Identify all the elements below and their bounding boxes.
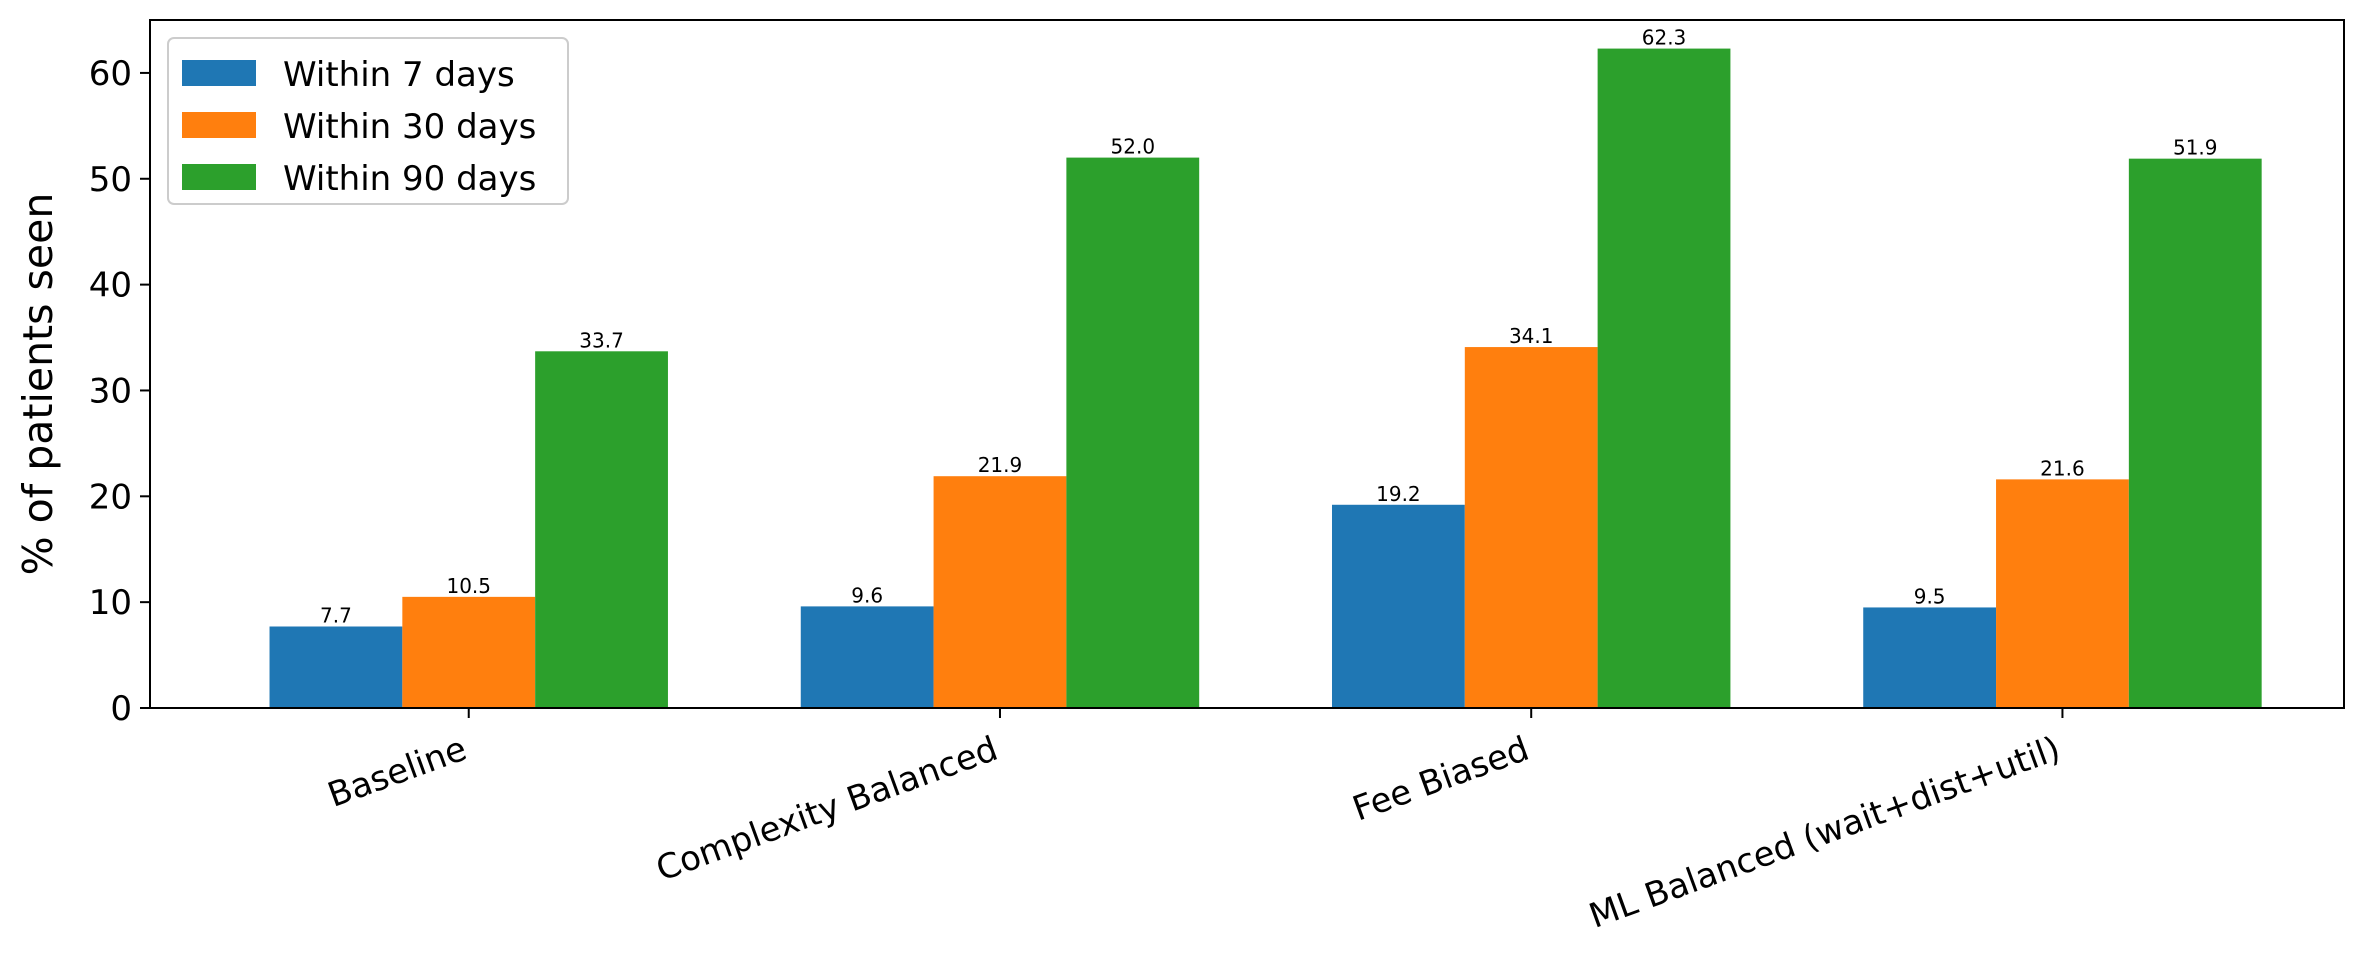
bar: [933, 476, 1067, 708]
y-tick-label: 0: [110, 689, 132, 729]
y-axis: 0 10 20 30 40 50 60: [89, 54, 150, 729]
legend-swatch: [182, 112, 256, 138]
x-axis: Baseline Complexity Balanced Fee Biased ML …: [323, 708, 2066, 937]
bar: [800, 606, 934, 708]
legend-entry: Within 7 days: [283, 55, 515, 95]
y-tick-label: 40: [89, 266, 132, 306]
bar-value-label: 7.7: [320, 603, 352, 627]
legend: Within 7 days Within 30 days Within 90 day…: [167, 37, 569, 205]
bar: [269, 626, 403, 708]
bar-value-label: 19.2: [1376, 482, 1421, 506]
x-tick-label: ML Balanced (wait+dist+util): [1584, 729, 2066, 937]
y-tick-label: 30: [89, 371, 132, 411]
bar: [1066, 157, 1200, 709]
bar: [2128, 158, 2262, 709]
y-axis-label: % of patients seen: [14, 193, 62, 576]
bar-value-label: 52.0: [1111, 135, 1156, 159]
bar: [1996, 479, 2129, 708]
bar-value-label: 34.1: [1509, 324, 1554, 348]
bar: [1464, 347, 1598, 708]
bar-labels-group: 7.7 9.6 19.2 9.5 10.5 21.9 34.1 21.6 33.7 52.0 62.…: [320, 26, 2217, 628]
bar: [402, 596, 536, 708]
y-tick-label: 50: [89, 160, 132, 200]
legend-box: [167, 37, 569, 205]
bar-value-label: 10.5: [446, 574, 491, 598]
legend-entry: Within 90 days: [283, 159, 536, 199]
bar: [1863, 607, 1997, 708]
x-tick-label: Complexity Balanced: [651, 729, 1003, 890]
bar-value-label: 9.6: [851, 583, 883, 607]
bars-group: [269, 48, 2262, 709]
bar: [1331, 504, 1465, 708]
y-tick-label: 10: [89, 583, 132, 623]
plot-frame: [149, 19, 2345, 709]
bar-value-label: 21.6: [2040, 456, 2085, 480]
legend-swatch: [182, 164, 256, 190]
bar: [1597, 48, 1731, 708]
x-tick-label: Baseline: [323, 729, 472, 816]
bar-value-label: 51.9: [2173, 136, 2218, 160]
bar-value-label: 21.9: [978, 453, 1023, 477]
bar: [535, 351, 668, 708]
bar-value-label: 33.7: [579, 328, 624, 352]
bar-value-label: 62.3: [1642, 26, 1687, 50]
legend-entry: Within 30 days: [283, 107, 536, 147]
x-tick-label: Fee Biased: [1348, 729, 1535, 830]
y-tick-label: 60: [89, 54, 132, 94]
bar-value-label: 9.5: [1914, 584, 1946, 608]
legend-swatch: [182, 60, 256, 86]
y-tick-label: 20: [89, 477, 132, 517]
